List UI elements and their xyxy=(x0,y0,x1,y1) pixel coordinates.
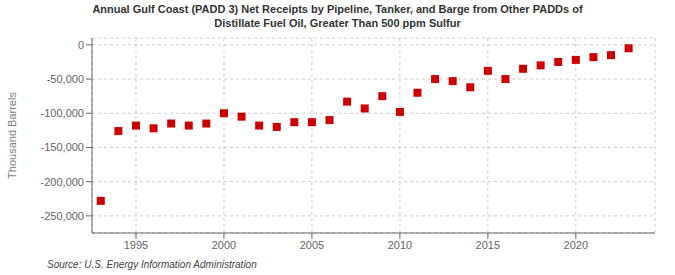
svg-text:-100,000: -100,000 xyxy=(41,107,84,119)
html-text:Distillate Fuel Oil, Greater T: Distillate Fuel Oil, Greater Than 500 pp… xyxy=(214,17,461,29)
svg-text:1995: 1995 xyxy=(124,239,148,251)
html-text:Source: U.S. Energy Informatio: Source: U.S. Energy Information Administ… xyxy=(47,259,257,270)
svg-text:2005: 2005 xyxy=(300,239,324,251)
svg-text:-250,000: -250,000 xyxy=(41,210,84,222)
svg-text:-200,000: -200,000 xyxy=(41,176,84,188)
svg-text:Thousand Barrels: Thousand Barrels xyxy=(8,92,18,179)
svg-text:2020: 2020 xyxy=(564,239,588,251)
svg-text:2000: 2000 xyxy=(212,239,236,251)
svg-text:-150,000: -150,000 xyxy=(41,141,84,153)
svg-text:-50,000: -50,000 xyxy=(47,73,84,85)
svg-text:2015: 2015 xyxy=(476,239,500,251)
svg-text:2010: 2010 xyxy=(388,239,412,251)
html-text:Annual Gulf Coast (PADD 3) Net: Annual Gulf Coast (PADD 3) Net Receipts … xyxy=(92,3,583,15)
svg-text:0: 0 xyxy=(78,39,84,51)
